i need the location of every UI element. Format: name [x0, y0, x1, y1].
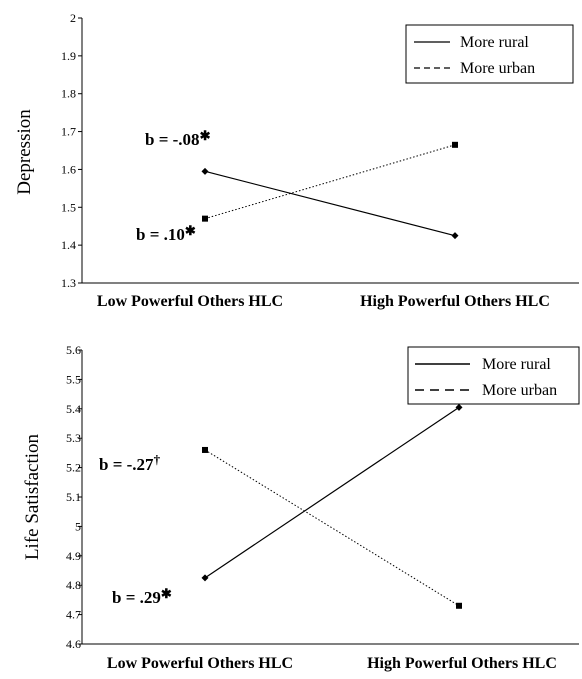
annotation-rural-slope: b = .10✱ — [136, 223, 196, 244]
series-group — [201, 141, 459, 240]
y-tick-label: 2 — [70, 11, 76, 25]
data-point-more-urban — [452, 141, 458, 148]
y-tick-label: 4.9 — [66, 549, 81, 563]
data-point-more-rural — [201, 167, 209, 175]
annotation-urban-slope: b = -.27† — [99, 452, 161, 474]
data-point-more-urban — [456, 602, 462, 609]
x-tick-label-high: High Powerful Others HLC — [360, 293, 550, 310]
legend: More rural More urban — [407, 346, 580, 405]
legend-box — [405, 24, 574, 84]
chart-depression: 1.3 1.4 1.5 1.6 1.7 1.8 1.9 2 Depression Low Po… — [14, 11, 579, 310]
data-point-more-rural — [455, 403, 463, 411]
legend-label-urban: More urban — [482, 382, 557, 399]
data-point-more-rural — [201, 574, 209, 582]
chart-life-satisfaction: 4.6 4.7 4.8 4.9 5 5.1 5.2 5.3 5.4 5.5 5.6 Life Sat… — [22, 343, 580, 672]
dagger-mark: † — [154, 452, 161, 467]
y-tick-label: 1.4 — [61, 238, 76, 252]
y-tick-label: 4.8 — [66, 578, 81, 592]
series-line-more-rural — [204, 406, 460, 579]
annotation-urban-slope: b = -.08✱ — [145, 128, 211, 149]
series-line-more-urban — [204, 449, 460, 607]
legend-label-rural: More rural — [460, 34, 529, 51]
asterisk-mark: ✱ — [200, 128, 211, 143]
asterisk-mark: ✱ — [185, 223, 196, 238]
x-tick-label-low: Low Powerful Others HLC — [107, 655, 293, 672]
y-tick-label: 5 — [75, 519, 81, 533]
y-tick-label: 5.5 — [66, 372, 81, 386]
annotation-rural-slope: b = .29✱ — [112, 586, 172, 607]
asterisk-mark: ✱ — [161, 586, 172, 601]
legend: More rural More urban — [405, 24, 574, 84]
series-group — [201, 403, 463, 609]
series-line-more-rural — [204, 170, 456, 237]
y-tick-label: 5.2 — [66, 461, 81, 475]
y-ticks: 4.6 4.7 4.8 4.9 5 5.1 5.2 5.3 5.4 5.5 5.6 — [66, 343, 82, 651]
legend-label-urban: More urban — [460, 60, 535, 77]
data-point-more-rural — [451, 232, 459, 240]
y-tick-label: 1.9 — [61, 49, 76, 63]
y-tick-label: 4.6 — [66, 637, 81, 651]
y-tick-label: 1.7 — [61, 125, 76, 139]
data-point-more-urban — [202, 215, 208, 222]
y-axis-title: Life Satisfaction — [22, 433, 43, 560]
y-tick-label: 5.1 — [66, 490, 81, 504]
series-line-more-urban — [204, 144, 456, 220]
y-tick-label: 5.4 — [66, 402, 81, 416]
y-tick-label: 1.6 — [61, 162, 76, 176]
legend-label-rural: More rural — [482, 356, 551, 373]
y-tick-label: 1.5 — [61, 200, 76, 214]
y-tick-label: 5.6 — [66, 343, 81, 357]
x-tick-label-low: Low Powerful Others HLC — [97, 293, 283, 310]
y-tick-label: 1.8 — [61, 87, 76, 101]
y-tick-label: 5.3 — [66, 431, 81, 445]
y-ticks: 1.3 1.4 1.5 1.6 1.7 1.8 1.9 2 — [61, 11, 82, 290]
y-tick-label: 4.7 — [66, 608, 81, 622]
legend-box — [407, 346, 580, 405]
y-axis-title: Depression — [14, 109, 35, 195]
data-point-more-urban — [202, 446, 208, 453]
y-tick-label: 1.3 — [61, 276, 76, 290]
x-tick-label-high: High Powerful Others HLC — [367, 655, 557, 672]
